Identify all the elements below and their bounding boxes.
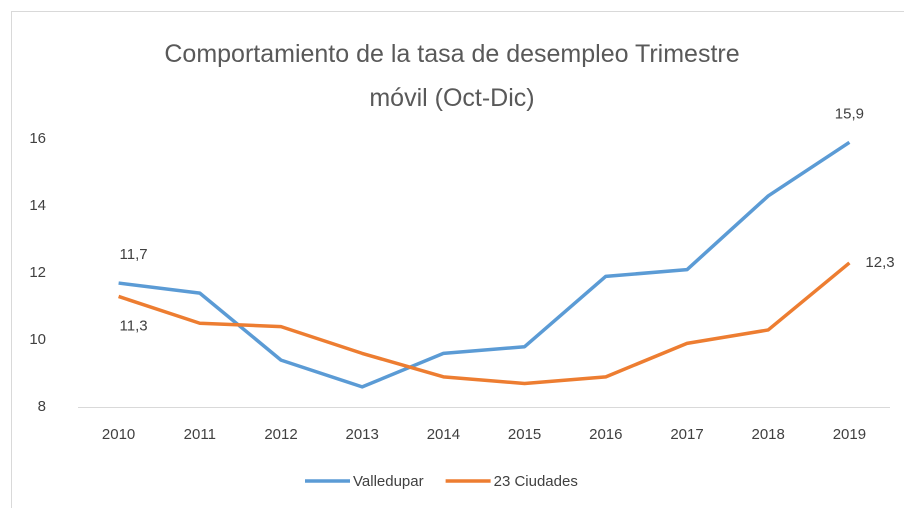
y-tick-label: 10 [29,331,46,348]
data-label: 15,9 [835,105,864,122]
x-tick-label: 2012 [264,426,297,443]
legend-label: Valledupar [353,473,424,490]
series-line [118,140,851,389]
series-line [118,261,851,386]
x-tick-label: 2016 [589,426,622,443]
chart-title: Comportamiento de la tasa de desempleo T… [164,40,740,112]
data-label: 11,7 [120,246,148,263]
y-tick-label: 12 [29,264,46,281]
x-tick-label: 2018 [752,426,785,443]
chart-border [11,11,904,508]
x-tick-label: 2010 [102,426,135,443]
x-tick-label: 2011 [184,426,216,443]
y-tick-label: 14 [29,197,46,214]
x-tick-label: 2019 [833,426,866,443]
y-tick-label: 8 [38,398,46,415]
x-tick-label: 2017 [670,426,703,443]
data-label: 12,3 [865,254,894,271]
y-tick-label: 16 [29,130,46,147]
x-tick-label: 2013 [346,426,379,443]
x-tick-label: 2015 [508,426,541,443]
legend-label: 23 Ciudades [494,473,578,490]
x-tick-label: 2014 [427,426,460,443]
data-label: 11,3 [120,317,148,334]
